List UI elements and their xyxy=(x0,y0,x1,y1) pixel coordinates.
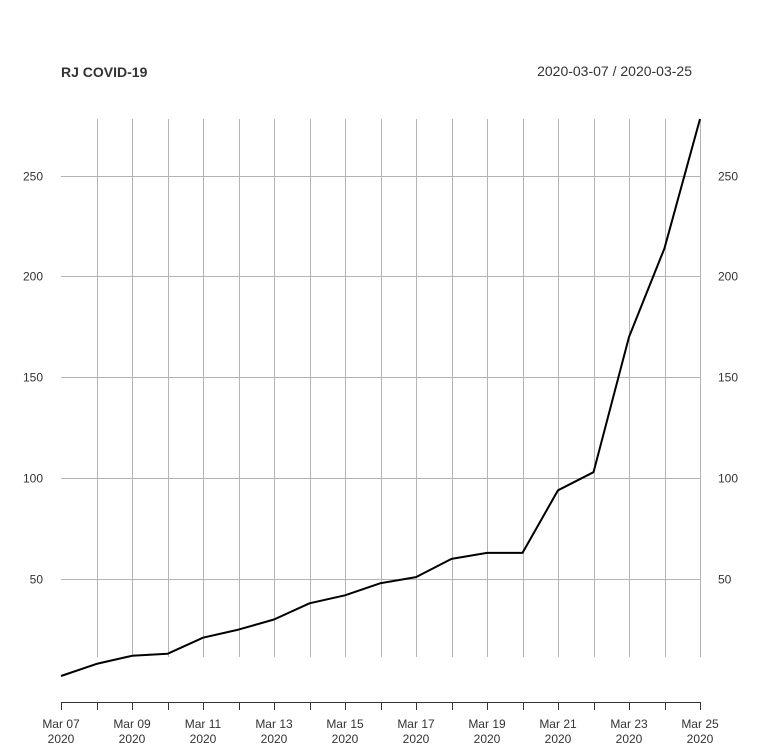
y-tick-label: 100 xyxy=(23,472,43,486)
chart-title: RJ COVID-19 xyxy=(61,64,148,80)
x-tick-year-label: 2020 xyxy=(190,732,217,746)
y-tick-label-right: 100 xyxy=(718,472,738,486)
x-tick-label: Mar 15 xyxy=(326,717,364,731)
y-tick-label-right: 200 xyxy=(718,270,738,284)
grid xyxy=(61,119,701,657)
x-tick-year-label: 2020 xyxy=(616,732,643,746)
x-tick-year-label: 2020 xyxy=(545,732,572,746)
y-tick-label-right: 150 xyxy=(718,371,738,385)
x-tick-year-label: 2020 xyxy=(119,732,146,746)
x-tick-label: Mar 07 xyxy=(42,717,80,731)
x-tick-label: Mar 17 xyxy=(397,717,435,731)
y-axis-left-labels: 50 100 150 200 250 xyxy=(23,170,43,587)
x-tick-year-label: 2020 xyxy=(332,732,359,746)
x-tick-label: Mar 09 xyxy=(113,717,151,731)
y-tick-label-right: 250 xyxy=(718,170,738,184)
y-tick-label: 150 xyxy=(23,371,43,385)
x-tick-year-label: 2020 xyxy=(48,732,75,746)
series-layer xyxy=(60,118,701,677)
x-tick-label: Mar 11 xyxy=(185,717,222,731)
x-tick-year-label: 2020 xyxy=(687,732,714,746)
x-tick-year-label: 2020 xyxy=(474,732,501,746)
y-tick-label: 200 xyxy=(23,270,43,284)
x-tick-label: Mar 23 xyxy=(610,717,648,731)
y-axis-right-labels: 50 100 150 200 250 xyxy=(718,170,738,587)
x-tick-year-label: 2020 xyxy=(261,732,288,746)
x-tick-label: Mar 25 xyxy=(681,717,719,731)
x-tick-label: Mar 19 xyxy=(468,717,506,731)
x-tick-label: Mar 21 xyxy=(539,717,577,731)
date-range-label: 2020-03-07 / 2020-03-25 xyxy=(537,63,692,79)
y-tick-label-right: 50 xyxy=(718,573,732,587)
x-tick-year-label: 2020 xyxy=(403,732,430,746)
y-tick-label: 50 xyxy=(30,573,44,587)
x-tick-label: Mar 13 xyxy=(255,717,293,731)
y-tick-label: 250 xyxy=(23,170,43,184)
series-line xyxy=(60,118,701,677)
